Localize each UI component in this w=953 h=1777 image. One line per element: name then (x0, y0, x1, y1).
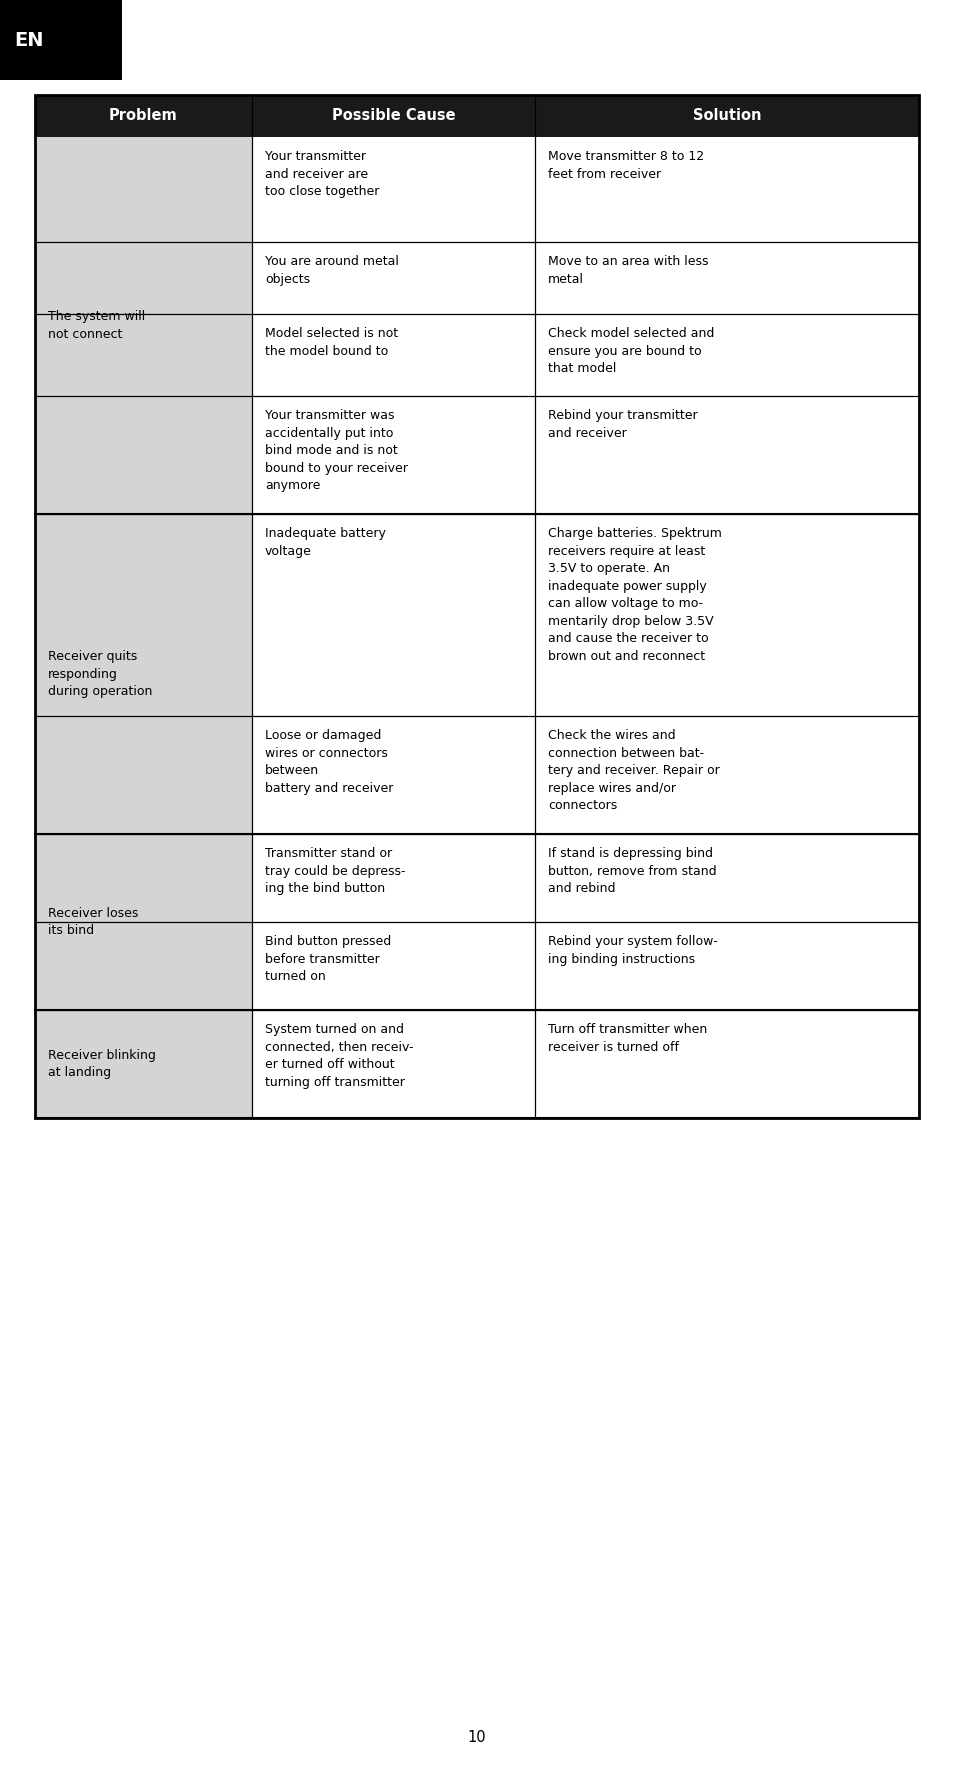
Bar (252, 514, 535, 716)
Text: Loose or damaged
wires or connectors
between
battery and receiver: Loose or damaged wires or connectors bet… (265, 729, 393, 794)
Text: Model selected is not
the model bound to: Model selected is not the model bound to (265, 327, 397, 357)
Bar (535, 396, 918, 514)
Bar (535, 716, 918, 833)
Text: Check model selected and
ensure you are bound to
that model: Check model selected and ensure you are … (547, 327, 714, 375)
Text: 10: 10 (467, 1729, 486, 1745)
Bar (252, 1009, 535, 1118)
Bar (252, 833, 535, 922)
Bar (252, 922, 535, 1009)
Bar (252, 315, 535, 396)
Text: Move to an area with less
metal: Move to an area with less metal (547, 256, 708, 286)
Text: Transmitter stand or
tray could be depress-
ing the bind button: Transmitter stand or tray could be depre… (265, 848, 405, 896)
Bar (252, 396, 535, 514)
Text: Possible Cause: Possible Cause (332, 108, 455, 123)
Bar (252, 242, 535, 315)
Bar (252, 137, 535, 242)
Bar (535, 1009, 918, 1118)
Text: Solution: Solution (692, 108, 760, 123)
Bar (35, 514, 252, 833)
Bar (535, 922, 918, 1009)
Bar (535, 242, 918, 315)
Text: Receiver loses
its bind: Receiver loses its bind (48, 906, 138, 936)
Text: Move transmitter 8 to 12
feet from receiver: Move transmitter 8 to 12 feet from recei… (547, 149, 703, 181)
Text: Rebind your transmitter
and receiver: Rebind your transmitter and receiver (547, 409, 697, 439)
Bar (535, 833, 918, 922)
Text: Charge batteries. Spektrum
receivers require at least
3.5V to operate. An
inadeq: Charge batteries. Spektrum receivers req… (547, 528, 721, 663)
Text: Your transmitter was
accidentally put into
bind mode and is not
bound to your re: Your transmitter was accidentally put in… (265, 409, 408, 492)
Text: Rebind your system follow-
ing binding instructions: Rebind your system follow- ing binding i… (547, 935, 717, 965)
Bar (252, 716, 535, 833)
Text: If stand is depressing bind
button, remove from stand
and rebind: If stand is depressing bind button, remo… (547, 848, 716, 896)
Bar (35, 833, 252, 1009)
Bar (35, 94, 918, 1118)
Bar (535, 137, 918, 242)
Bar (535, 315, 918, 396)
Text: System turned on and
connected, then receiv-
er turned off without
turning off t: System turned on and connected, then rec… (265, 1024, 413, 1089)
Text: Check the wires and
connection between bat-
tery and receiver. Repair or
replace: Check the wires and connection between b… (547, 729, 719, 812)
Text: You are around metal
objects: You are around metal objects (265, 256, 398, 286)
Text: Inadequate battery
voltage: Inadequate battery voltage (265, 528, 385, 558)
Text: Receiver quits
responding
during operation: Receiver quits responding during operati… (48, 650, 152, 698)
Text: Problem: Problem (109, 108, 177, 123)
Bar (35, 137, 252, 514)
Text: The system will
not connect: The system will not connect (48, 311, 145, 341)
Bar (35, 94, 918, 137)
Text: EN: EN (14, 30, 44, 50)
Text: Turn off transmitter when
receiver is turned off: Turn off transmitter when receiver is tu… (547, 1024, 706, 1054)
Text: Your transmitter
and receiver are
too close together: Your transmitter and receiver are too cl… (265, 149, 379, 197)
Text: Bind button pressed
before transmitter
turned on: Bind button pressed before transmitter t… (265, 935, 391, 983)
Bar (35, 1009, 252, 1118)
Text: Receiver blinking
at landing: Receiver blinking at landing (48, 1048, 155, 1079)
Bar (535, 514, 918, 716)
Bar (0, 0, 122, 80)
